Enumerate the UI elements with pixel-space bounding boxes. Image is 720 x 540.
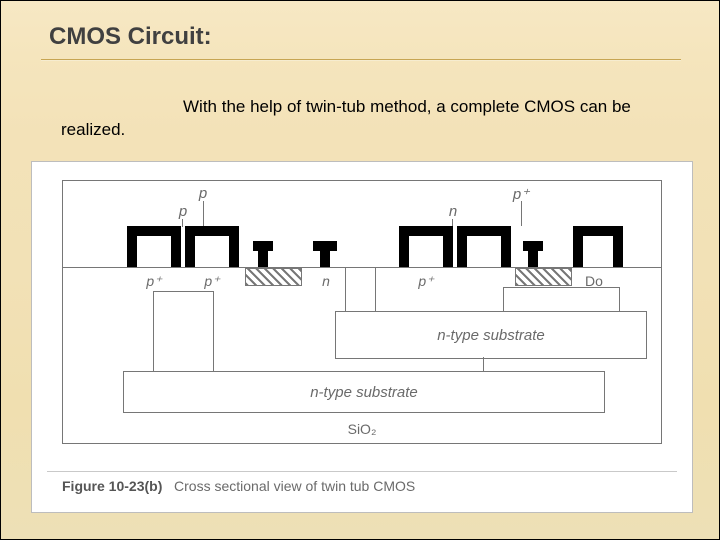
gate-5-leg-r xyxy=(613,236,623,267)
slide: CMOS Circuit: With the help of twin-tub … xyxy=(0,0,720,540)
bot-label-pplus1: p⁺ xyxy=(137,273,171,290)
contact-right xyxy=(523,241,543,251)
cmos-cross-section-diagram: p p n p⁺ xyxy=(62,180,662,444)
top-label-p2: p xyxy=(163,203,203,220)
sio2-label: SiO₂ xyxy=(63,421,661,437)
contact-mid xyxy=(313,241,337,251)
inner-substrate-label: n-type substrate xyxy=(437,327,545,344)
gate-4-cap xyxy=(457,226,511,236)
title-underline xyxy=(41,59,681,61)
oxide-hatch-left xyxy=(245,268,302,286)
contact-left-leg xyxy=(258,251,268,267)
body-text-content: With the help of twin-tub method, a comp… xyxy=(61,97,631,139)
gate-1-cap xyxy=(127,226,181,236)
lead-p2 xyxy=(182,219,183,227)
gate-3-leg-r xyxy=(443,236,453,267)
bot-label-n: n xyxy=(309,273,343,289)
lead-p1 xyxy=(203,201,204,226)
gate-1-leg-r xyxy=(171,236,181,267)
contact-right-leg xyxy=(528,251,538,267)
bot-label-pplus2: p⁺ xyxy=(195,273,229,290)
inner-substrate-box: n-type substrate xyxy=(335,311,647,359)
tie-line-2 xyxy=(375,267,376,311)
outer-substrate-box: n-type substrate xyxy=(123,371,605,413)
outer-substrate-label: n-type substrate xyxy=(310,384,418,401)
outer-tie-3 xyxy=(483,357,484,371)
gate-2-cap xyxy=(185,226,239,236)
lead-pplus xyxy=(521,201,522,226)
gate-3-leg-l xyxy=(399,236,409,267)
page-title: CMOS Circuit: xyxy=(49,23,212,51)
tie-line-4 xyxy=(619,287,620,311)
caption-rule xyxy=(47,471,677,472)
body-paragraph: With the help of twin-tub method, a comp… xyxy=(61,96,661,142)
gate-4-leg-r xyxy=(501,236,511,267)
outer-tie-1 xyxy=(153,291,154,371)
gate-2-leg-r xyxy=(229,236,239,267)
gate-5-leg-l xyxy=(573,236,583,267)
outer-tie-h1 xyxy=(153,291,213,292)
gate-5-cap xyxy=(573,226,623,236)
top-label-p1: p xyxy=(183,185,223,202)
outer-tie-2 xyxy=(213,291,214,371)
oxide-hatch-right xyxy=(515,268,572,286)
bot-label-pplus3: p⁺ xyxy=(409,273,443,290)
top-label-n: n xyxy=(433,203,473,220)
contact-mid-leg xyxy=(320,251,330,267)
figure-caption: Figure 10-23(b) Cross sectional view of … xyxy=(62,478,415,494)
gate-2-leg-l xyxy=(185,236,195,267)
figure-panel: p p n p⁺ xyxy=(31,161,693,513)
figure-caption-text: Cross sectional view of twin tub CMOS xyxy=(174,478,415,494)
tie-line-1 xyxy=(345,267,346,311)
gate-1-leg-l xyxy=(127,236,137,267)
figure-caption-label: Figure 10-23(b) xyxy=(62,478,162,494)
tie-line-h xyxy=(503,287,619,288)
gate-3-cap xyxy=(399,226,453,236)
tie-line-3 xyxy=(503,287,504,311)
contact-left xyxy=(253,241,273,251)
gate-4-leg-l xyxy=(457,236,467,267)
